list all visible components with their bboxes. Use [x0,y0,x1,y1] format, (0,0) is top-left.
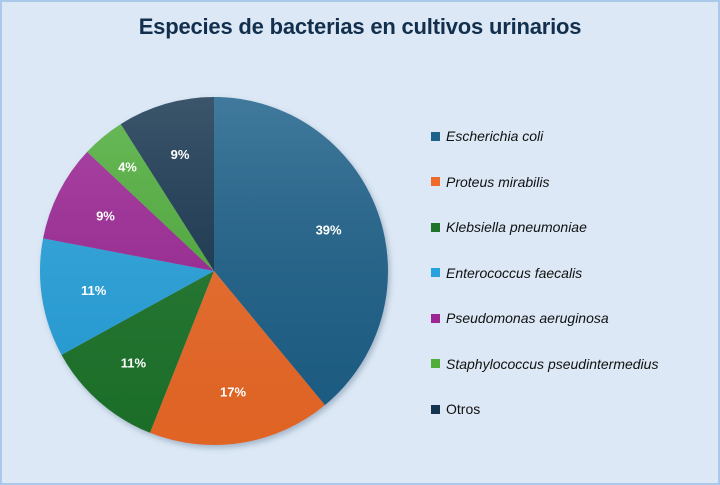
data-label: 39% [316,223,342,238]
pie-data-labels: 39% 17% 11% 11% 9% 4% 9% [81,147,342,399]
legend-item[interactable]: Klebsiella pneumoniae [431,217,587,237]
legend-item[interactable]: Proteus mirabilis [431,172,549,192]
data-label: 11% [81,283,107,298]
legend-label: Proteus mirabilis [446,173,550,190]
legend-label: Escherichia coli [446,128,544,144]
legend-label: Enterococcus faecalis [446,264,583,281]
data-label: 9% [171,147,190,162]
legend-swatch-icon [431,404,440,414]
legend-item[interactable]: Enterococcus faecalis [431,263,582,283]
legend-swatch-icon [431,131,440,141]
legend-swatch-icon [431,313,440,323]
legend-swatch-icon [431,222,440,232]
legend-label: Pseudomonas aeruginosa [446,310,609,326]
legend-item[interactable]: Staphylococcus pseudintermedius [431,354,658,374]
data-label: 11% [121,355,147,370]
data-label: 4% [118,159,137,174]
legend-label: Otros [446,401,481,417]
legend-swatch-icon [431,177,440,186]
legend-item[interactable]: Otros [431,399,480,419]
legend-label: Klebsiella pneumoniae [446,219,587,235]
legend-swatch-icon [431,268,440,277]
legend-item[interactable]: Escherichia coli [431,126,543,146]
legend-swatch-icon [431,359,440,368]
legend-item[interactable]: Pseudomonas aeruginosa [431,308,609,328]
pie-slices [40,97,389,445]
data-label: 9% [96,209,115,224]
legend-label: Staphylococcus pseudintermedius [446,355,659,372]
data-label: 17% [220,384,246,399]
chart-title: Especies de bacterias en cultivos urinar… [138,14,582,39]
